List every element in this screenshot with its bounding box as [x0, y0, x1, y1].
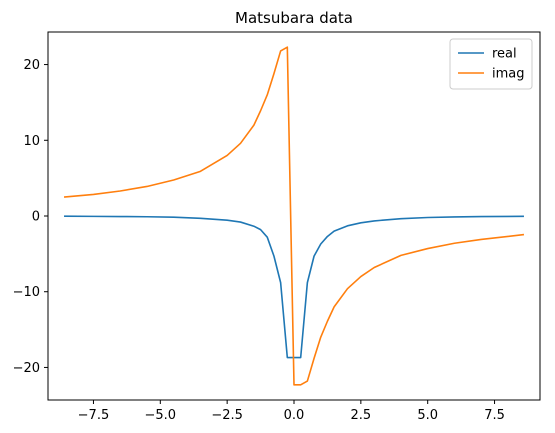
- x-tick-label: −2.5: [211, 408, 243, 423]
- y-tick-label: 0: [32, 210, 40, 225]
- y-tick-label: −20: [13, 361, 40, 376]
- x-tick-label: −7.5: [78, 408, 110, 423]
- series-line-imag: [63, 46, 525, 386]
- legend-label-real: real: [492, 47, 517, 62]
- y-tick-label: −10: [13, 285, 40, 300]
- x-axis-ticks: −7.5 −5.0 −2.5 0.0 2.5 5.0 7.5: [78, 400, 505, 423]
- legend: real imag: [449, 38, 533, 90]
- legend-box: [449, 38, 533, 90]
- x-tick-label: 5.0: [417, 408, 438, 423]
- legend-label-imag: imag: [492, 67, 525, 82]
- series-layer: [63, 46, 525, 386]
- y-axis-ticks: −20 −10 0 10 20: [13, 58, 48, 376]
- chart-title: Matsubara data: [235, 9, 353, 27]
- x-tick-label: 2.5: [351, 408, 372, 423]
- y-tick-label: 10: [23, 134, 40, 149]
- x-tick-label: 0.0: [284, 408, 305, 423]
- y-tick-label: 20: [23, 58, 40, 73]
- x-tick-label: −5.0: [145, 408, 177, 423]
- x-tick-label: 7.5: [484, 408, 505, 423]
